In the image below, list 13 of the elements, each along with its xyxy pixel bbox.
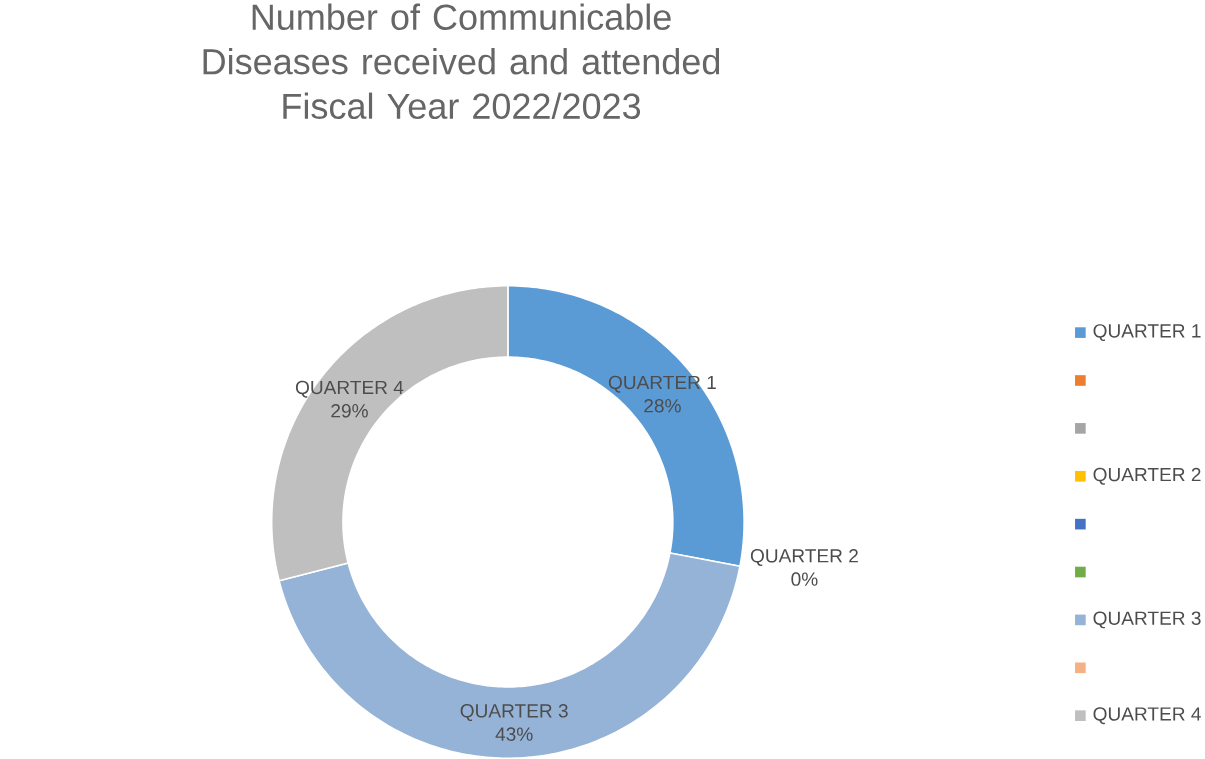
data-label: 43%	[495, 727, 533, 741]
legend-label: QUARTER 1	[1093, 324, 1201, 342]
data-label: 29%	[331, 403, 368, 418]
slice-label: QUARTER 1	[608, 375, 716, 393]
legend-label: QUARTER 2	[1093, 467, 1201, 485]
text: 0%	[791, 572, 818, 586]
legend-label: QUARTER 4	[1093, 707, 1201, 725]
category-label: QUARTER 2	[750, 549, 858, 566]
data-label: 28%	[644, 398, 681, 413]
chart-title: Number of Communicable Diseases received and attended	[203, 3, 720, 75]
slice-label: QUARTER 3	[460, 704, 568, 721]
legend-label: QUARTER 3	[1093, 611, 1201, 629]
chart-subtitle: Fiscal Year 2022/2023	[283, 92, 641, 120]
